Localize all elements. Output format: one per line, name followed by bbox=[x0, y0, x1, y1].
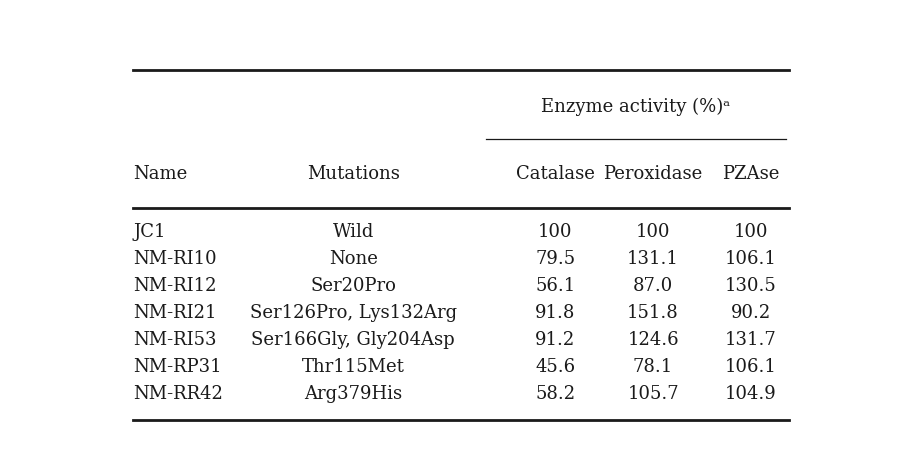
Text: 58.2: 58.2 bbox=[536, 384, 575, 402]
Text: 56.1: 56.1 bbox=[536, 276, 575, 295]
Text: NM-RP31: NM-RP31 bbox=[133, 357, 222, 375]
Text: JC1: JC1 bbox=[133, 223, 166, 241]
Text: 90.2: 90.2 bbox=[731, 303, 770, 321]
Text: Thr115Met: Thr115Met bbox=[302, 357, 405, 375]
Text: Name: Name bbox=[133, 164, 188, 183]
Text: 100: 100 bbox=[734, 223, 768, 241]
Text: NM-RI21: NM-RI21 bbox=[133, 303, 217, 321]
Text: None: None bbox=[328, 250, 378, 268]
Text: Arg379His: Arg379His bbox=[304, 384, 402, 402]
Text: Ser20Pro: Ser20Pro bbox=[310, 276, 396, 295]
Text: Wild: Wild bbox=[332, 223, 374, 241]
Text: NM-RI12: NM-RI12 bbox=[133, 276, 217, 295]
Text: Ser126Pro, Lys132Arg: Ser126Pro, Lys132Arg bbox=[249, 303, 456, 321]
Text: Peroxidase: Peroxidase bbox=[603, 164, 703, 183]
Text: 106.1: 106.1 bbox=[724, 357, 777, 375]
Text: 91.8: 91.8 bbox=[536, 303, 576, 321]
Text: Ser166Gly, Gly204Asp: Ser166Gly, Gly204Asp bbox=[251, 330, 454, 348]
Text: 106.1: 106.1 bbox=[724, 250, 777, 268]
Text: 105.7: 105.7 bbox=[627, 384, 679, 402]
Text: NM-RI10: NM-RI10 bbox=[133, 250, 217, 268]
Text: NM-RI53: NM-RI53 bbox=[133, 330, 217, 348]
Text: Enzyme activity (%)ᵃ: Enzyme activity (%)ᵃ bbox=[541, 97, 730, 115]
Text: 131.7: 131.7 bbox=[724, 330, 777, 348]
Text: Mutations: Mutations bbox=[307, 164, 400, 183]
Text: 151.8: 151.8 bbox=[627, 303, 679, 321]
Text: 131.1: 131.1 bbox=[627, 250, 679, 268]
Text: 79.5: 79.5 bbox=[536, 250, 575, 268]
Text: 78.1: 78.1 bbox=[633, 357, 673, 375]
Text: 100: 100 bbox=[538, 223, 572, 241]
Text: 45.6: 45.6 bbox=[536, 357, 575, 375]
Text: 130.5: 130.5 bbox=[724, 276, 777, 295]
Text: Catalase: Catalase bbox=[516, 164, 595, 183]
Text: 91.2: 91.2 bbox=[536, 330, 575, 348]
Text: 104.9: 104.9 bbox=[724, 384, 777, 402]
Text: 87.0: 87.0 bbox=[633, 276, 673, 295]
Text: PZAse: PZAse bbox=[722, 164, 779, 183]
Text: 100: 100 bbox=[635, 223, 670, 241]
Text: 124.6: 124.6 bbox=[627, 330, 679, 348]
Text: NM-RR42: NM-RR42 bbox=[133, 384, 223, 402]
